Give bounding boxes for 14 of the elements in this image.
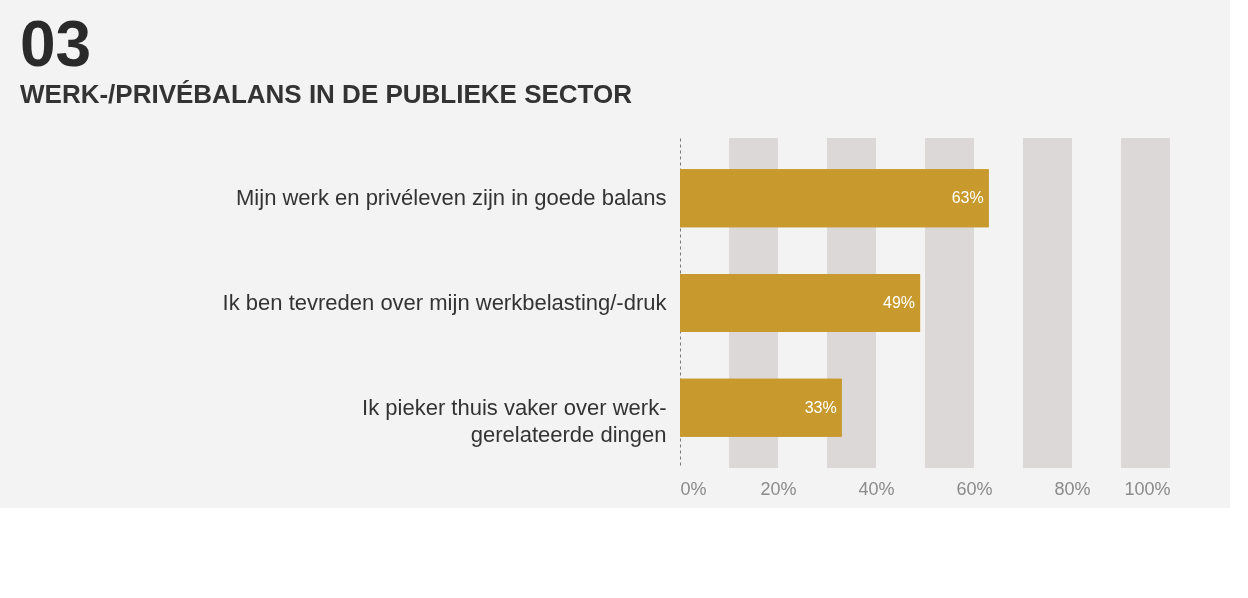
x-tick-label: 100% <box>1124 478 1171 499</box>
y-tick-label: Ik pieker thuis vaker over werk-gerelateerde dingen <box>362 394 667 447</box>
x-tick-label: 0% <box>680 478 707 499</box>
y-tick-label: Mijn werk en privéleven zijn in goede balans <box>236 185 667 211</box>
x-tick-label: 20% <box>760 478 797 499</box>
x-tick-label: 80% <box>1054 478 1091 499</box>
data-label: 33% <box>804 398 837 416</box>
x-tick-label: 40% <box>858 478 895 499</box>
data-label: 49% <box>883 294 916 311</box>
text: 03 <box>20 8 92 80</box>
y-tick-label: Ik ben tevreden over mijn werkbelasting/-druk <box>222 290 668 315</box>
data-label: 63% <box>951 189 984 207</box>
text: WERK-/PRIVÉBALANS IN DE PUBLIEKE SECTOR <box>20 79 633 109</box>
x-tick-label: 60% <box>956 478 993 499</box>
